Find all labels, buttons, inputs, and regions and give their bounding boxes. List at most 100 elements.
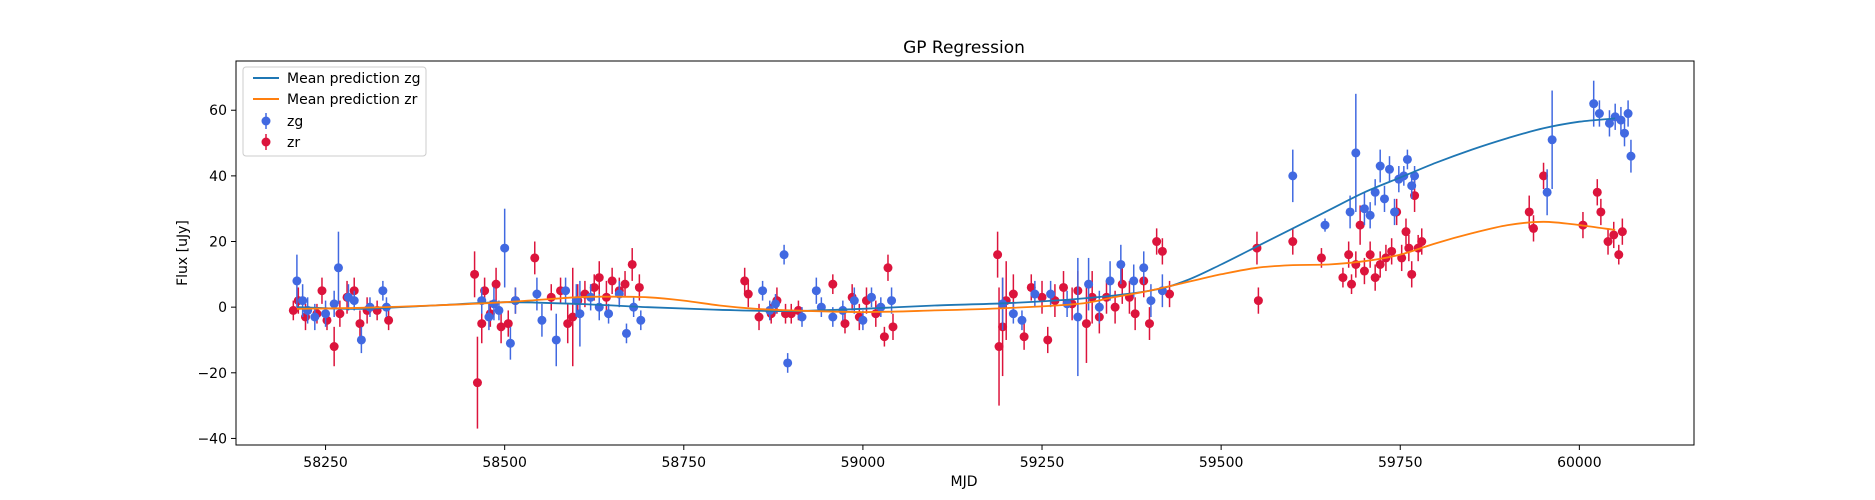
legend-label-zr-mean: Mean prediction zr: [287, 92, 418, 108]
zr-marker: [1082, 319, 1091, 328]
zg-marker: [812, 286, 821, 295]
zr-marker: [1338, 273, 1347, 282]
x-tick-label: 58250: [303, 455, 348, 471]
zr-marker: [1407, 270, 1416, 279]
zg-marker: [1543, 188, 1552, 197]
zr-marker: [1387, 247, 1396, 256]
zg-marker: [828, 313, 837, 322]
zr-marker: [530, 253, 539, 262]
x-tick-label: 59750: [1378, 455, 1423, 471]
zg-marker: [552, 335, 561, 344]
zg-marker: [1376, 162, 1385, 171]
zr-marker: [1417, 237, 1426, 246]
zg-marker: [604, 309, 613, 318]
y-axis-label: Flux [uJy]: [175, 220, 191, 286]
zr-marker: [477, 319, 486, 328]
zr-marker: [1009, 290, 1018, 299]
zg-marker: [1589, 99, 1598, 108]
zr-marker: [1596, 207, 1605, 216]
zr-marker: [473, 378, 482, 387]
zg-marker: [1288, 171, 1297, 180]
x-tick-label: 59250: [1020, 455, 1065, 471]
zg-marker: [292, 276, 301, 285]
zg-marker: [1116, 260, 1125, 269]
zr-marker: [840, 319, 849, 328]
zr-marker: [1158, 247, 1167, 256]
zg-marker: [636, 316, 645, 325]
zr-marker: [384, 316, 393, 325]
zg-marker: [1380, 194, 1389, 203]
zg-marker: [867, 293, 876, 302]
zr-marker: [888, 322, 897, 331]
zr-marker: [1371, 273, 1380, 282]
zr-marker: [470, 270, 479, 279]
zg-marker: [310, 313, 319, 322]
zr-marker: [335, 309, 344, 318]
zg-marker: [887, 296, 896, 305]
zr-marker: [1360, 267, 1369, 276]
zg-marker: [858, 316, 867, 325]
zg-marker: [561, 286, 570, 295]
zg-marker: [1390, 207, 1399, 216]
zr-marker: [1614, 250, 1623, 259]
zr-marker: [828, 280, 837, 289]
zr-marker: [1609, 230, 1618, 239]
x-tick-label: 58750: [662, 455, 707, 471]
zg-marker: [1030, 290, 1039, 299]
zr-marker: [1020, 332, 1029, 341]
chart-title: GP Regression: [903, 38, 1025, 58]
zr-marker: [1152, 237, 1161, 246]
zg-marker: [500, 244, 509, 253]
zg-marker: [1626, 152, 1635, 161]
zg-marker: [1129, 276, 1138, 285]
zg-marker: [1009, 309, 1018, 318]
zr-marker: [1401, 227, 1410, 236]
zg-marker: [537, 316, 546, 325]
zr-marker: [1529, 224, 1538, 233]
zr-marker: [289, 306, 298, 315]
zg-marker: [1095, 303, 1104, 312]
zr-marker: [635, 283, 644, 292]
zr-marker: [355, 319, 364, 328]
y-tick-label: 20: [209, 235, 227, 251]
zr-marker: [1111, 303, 1120, 312]
zr-marker: [1288, 237, 1297, 246]
zg-marker: [357, 335, 366, 344]
zr-marker: [317, 286, 326, 295]
zr-marker: [1344, 250, 1353, 259]
x-tick-label: 59000: [841, 455, 886, 471]
zg-marker: [506, 339, 515, 348]
zg-marker: [771, 299, 780, 308]
x-tick-label: 58500: [482, 455, 527, 471]
zg-marker: [1106, 276, 1115, 285]
zg-marker: [1366, 211, 1375, 220]
zr-marker: [1618, 227, 1627, 236]
zg-marker: [350, 296, 359, 305]
legend-label-zr: zr: [287, 135, 300, 151]
zr-marker: [1356, 221, 1365, 230]
zr-marker: [1118, 280, 1127, 289]
zr-marker: [993, 250, 1002, 259]
zg-marker: [532, 290, 541, 299]
x-tick-label: 60000: [1557, 455, 1602, 471]
zg-marker: [1321, 221, 1330, 230]
zg-marker: [798, 313, 807, 322]
zg-marker: [378, 286, 387, 295]
zg-marker: [1620, 129, 1629, 138]
zg-marker: [334, 263, 343, 272]
zg-marker: [298, 296, 307, 305]
zg-marker: [780, 250, 789, 259]
x-axis-label: MJD: [951, 474, 978, 490]
zg-marker: [1351, 148, 1360, 157]
zr-marker: [621, 280, 630, 289]
zg-marker: [1624, 109, 1633, 118]
zr-marker: [492, 280, 501, 289]
zg-marker: [1139, 263, 1148, 272]
zr-marker: [628, 260, 637, 269]
zg-marker: [1548, 135, 1557, 144]
zg-marker: [1385, 165, 1394, 174]
zr-marker: [595, 273, 604, 282]
y-tick-label: −20: [197, 366, 227, 382]
y-tick-label: 0: [218, 300, 227, 316]
zr-marker: [744, 290, 753, 299]
